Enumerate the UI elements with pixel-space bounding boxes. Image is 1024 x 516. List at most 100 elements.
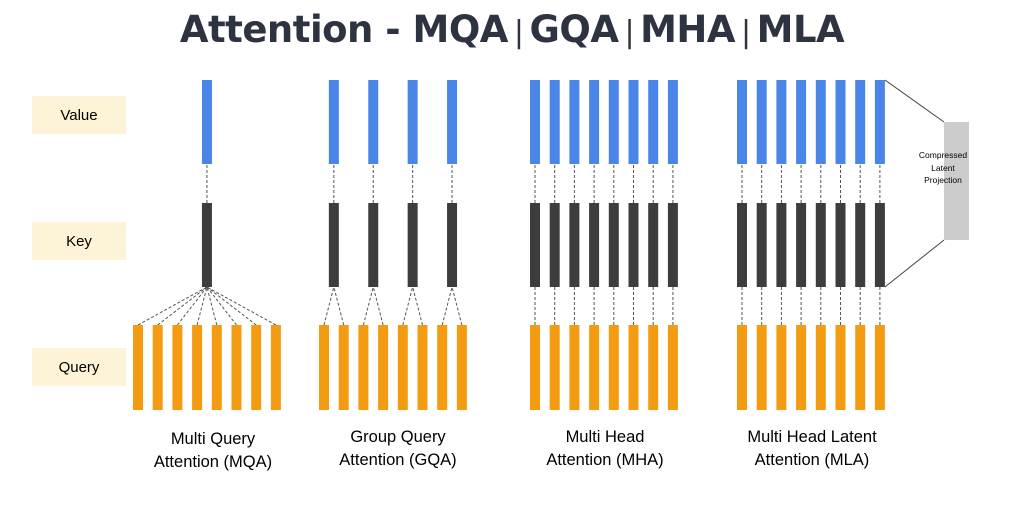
key-head-bar	[855, 203, 866, 287]
query-head-bar	[270, 325, 281, 410]
caption-line: Attention (MLA)	[754, 451, 870, 469]
key-head-bar	[447, 203, 458, 287]
title-separator: |	[513, 15, 524, 50]
query-head-bar	[133, 325, 143, 410]
query-head-bar	[172, 325, 183, 410]
query-head-bar	[589, 325, 600, 410]
value-head-bar	[201, 80, 212, 164]
query-head-bar	[456, 325, 467, 410]
key-head-bar	[815, 203, 826, 287]
query-head-bar	[417, 325, 428, 410]
query-key-connector	[137, 286, 208, 326]
value-head-bar	[569, 80, 580, 164]
title-mha: MHA	[640, 8, 736, 51]
key-head-bar	[549, 203, 560, 287]
query-head-bar	[338, 325, 349, 410]
query-key-connector	[441, 286, 453, 326]
value-head-bar	[407, 80, 418, 164]
gqa-caption: Group Query Attention (GQA)	[313, 426, 483, 472]
query-head-bar	[358, 325, 369, 410]
value-head-bar	[667, 80, 678, 164]
value-head-bar	[835, 80, 846, 164]
latent-label-line: Projection	[924, 175, 962, 185]
query-key-connector	[157, 286, 208, 326]
query-head-bar	[378, 325, 389, 410]
mla-caption: Multi Head Latent Attention (MLA)	[727, 426, 897, 472]
key-head-bar	[328, 203, 339, 287]
key-head-bar	[407, 203, 418, 287]
query-head-bar	[608, 325, 619, 410]
query-head-bar	[628, 325, 639, 410]
query-key-connector	[362, 286, 374, 326]
value-head-bar	[628, 80, 639, 164]
query-head-bar	[231, 325, 242, 410]
query-head-bar	[530, 325, 540, 410]
query-head-bar	[397, 325, 408, 410]
value-head-bar	[874, 80, 885, 164]
mqa-caption: Multi Query Attention (MQA)	[128, 428, 298, 474]
key-head-bar	[835, 203, 846, 287]
value-head-bar	[855, 80, 866, 164]
query-head-bar	[874, 325, 885, 410]
key-head-bar	[756, 203, 767, 287]
value-head-bar	[328, 80, 339, 164]
key-head-bar	[589, 203, 600, 287]
value-head-bar	[530, 80, 540, 164]
latent-projection-label: Compressed Latent Projection	[908, 149, 978, 187]
query-head-bar	[549, 325, 560, 410]
latent-projection-line	[884, 239, 945, 288]
query-row-label: Query	[32, 348, 126, 386]
query-head-bar	[835, 325, 846, 410]
query-key-connector	[177, 286, 208, 326]
caption-line: Multi Query	[170, 430, 256, 448]
value-head-bar	[589, 80, 600, 164]
query-key-connector	[402, 286, 414, 326]
query-key-connector	[333, 286, 345, 326]
query-key-connector	[323, 286, 335, 326]
caption-line: Attention (MHA)	[546, 451, 664, 469]
query-head-bar	[192, 325, 203, 410]
value-head-bar	[608, 80, 619, 164]
query-key-connector	[206, 286, 277, 326]
value-head-bar	[776, 80, 787, 164]
caption-line: Attention (MQA)	[153, 453, 273, 471]
key-head-bar	[648, 203, 659, 287]
query-key-connector	[196, 286, 208, 326]
key-head-bar	[874, 203, 885, 287]
title-separator: |	[624, 15, 635, 50]
title-mqa: Attention - MQA	[179, 8, 509, 51]
title-gqa: GQA	[529, 8, 619, 51]
caption-line: Multi Head	[565, 428, 645, 446]
query-head-bar	[211, 325, 222, 410]
query-head-bar	[319, 325, 329, 410]
key-head-bar	[737, 203, 747, 287]
key-head-bar	[796, 203, 807, 287]
query-key-connector	[206, 286, 257, 326]
query-head-bar	[796, 325, 807, 410]
query-head-bar	[815, 325, 826, 410]
key-head-bar	[368, 203, 379, 287]
title-separator: |	[741, 15, 751, 50]
mha-caption: Multi Head Attention (MHA)	[520, 426, 690, 472]
query-key-connector	[206, 286, 218, 326]
value-head-bar	[756, 80, 767, 164]
title-mla: MLA	[756, 8, 845, 51]
key-head-bar	[530, 203, 540, 287]
value-head-bar	[737, 80, 747, 164]
latent-projection-line	[884, 79, 945, 123]
query-head-bar	[251, 325, 262, 410]
key-head-bar	[776, 203, 787, 287]
value-head-bar	[648, 80, 659, 164]
value-head-bar	[368, 80, 379, 164]
query-head-bar	[437, 325, 448, 410]
query-head-bar	[756, 325, 767, 410]
key-head-bar	[569, 203, 580, 287]
latent-label-line: Compressed	[918, 150, 968, 160]
key-head-bar	[667, 203, 678, 287]
query-head-bar	[776, 325, 787, 410]
latent-label-line: Latent	[931, 162, 955, 173]
caption-line: Attention (GQA)	[339, 451, 457, 469]
query-head-bar	[648, 325, 659, 410]
